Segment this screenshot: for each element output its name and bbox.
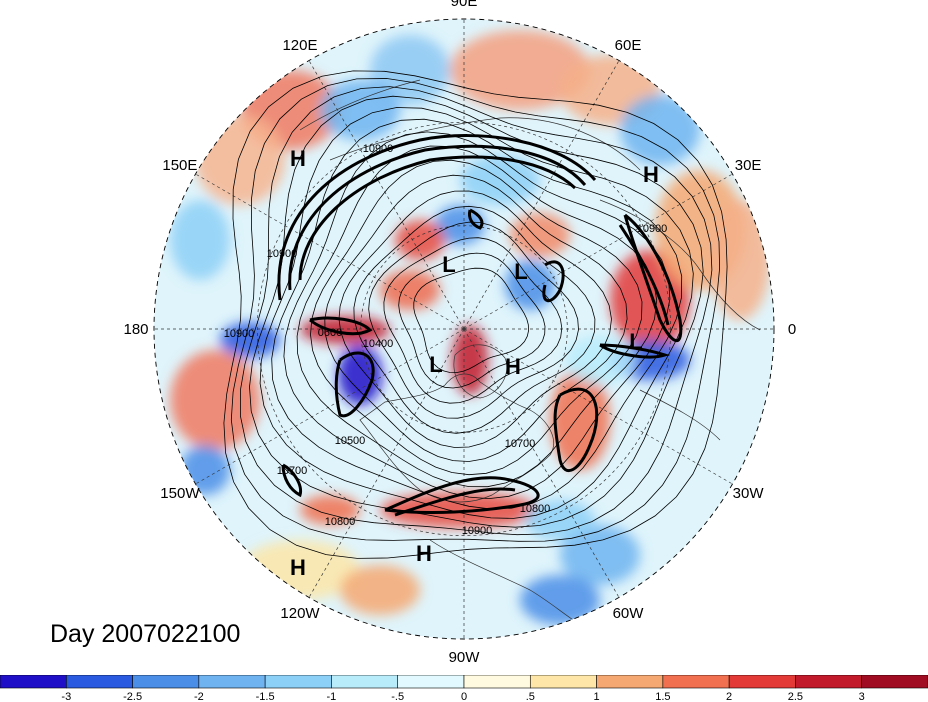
colorbar-label: -2.5 xyxy=(123,691,142,702)
colorbar-swatch xyxy=(662,675,730,689)
colorbar-swatch xyxy=(198,675,266,689)
high-pressure-label: H xyxy=(290,555,306,580)
longitude-label: 180 xyxy=(123,321,148,338)
colorbar-label: -3 xyxy=(61,691,71,702)
colorbar-label: -2 xyxy=(194,691,204,702)
map-boundary xyxy=(153,18,775,640)
longitude-label: 150E xyxy=(162,157,197,174)
colorbar-swatch xyxy=(795,675,863,689)
longitude-label: 120E xyxy=(282,37,317,54)
colorbar-label: 2 xyxy=(726,691,732,702)
colorbar-swatch xyxy=(65,675,133,689)
longitude-label: 30E xyxy=(735,157,762,174)
coastline-europe xyxy=(599,199,761,441)
longitude-label: 60W xyxy=(613,605,645,622)
colorbar-label: 1 xyxy=(594,691,600,702)
contour-label: 10900 xyxy=(637,223,668,235)
low-pressure-label: L xyxy=(429,352,442,377)
colorbar-swatch xyxy=(132,675,200,689)
contour-value-labels: 10900 10900 10900 10900 0600 10400 10500 10700 1… xyxy=(224,143,668,537)
contour-label: 10500 xyxy=(335,435,366,447)
colorbar-swatch xyxy=(0,675,67,689)
colorbar-label: 3 xyxy=(859,691,865,702)
map-title: Day 2007022100 xyxy=(50,620,241,648)
longitude-label: 150W xyxy=(160,485,200,502)
low-pressure-label: L xyxy=(514,259,527,284)
longitude-label: 60E xyxy=(615,37,642,54)
colorbar-swatch xyxy=(397,675,465,689)
contour-label: 10700 xyxy=(277,465,308,477)
longitude-label: 90W xyxy=(449,649,481,666)
colorbar-label: -1.5 xyxy=(256,691,275,702)
contour-label: 10900 xyxy=(267,248,298,260)
longitude-label: 0 xyxy=(788,321,796,338)
colorbar-label: -1 xyxy=(327,691,337,702)
contour-label: 10900 xyxy=(363,143,394,155)
colorbar-swatch xyxy=(861,675,928,689)
colorbar-label: .5 xyxy=(526,691,535,702)
colorbar-label: 2.5 xyxy=(788,691,803,702)
contour-label: 10900 xyxy=(224,328,255,340)
longitude-label: 90E xyxy=(451,0,478,10)
contour-label: 10400 xyxy=(363,338,394,350)
contour-label: 0600 xyxy=(318,327,342,339)
colorbar-swatch xyxy=(728,675,796,689)
coastline-central-america xyxy=(429,539,591,631)
colorbar-swatch xyxy=(463,675,531,689)
contour-label: 10800 xyxy=(325,516,356,528)
colorbar-swatch xyxy=(529,675,597,689)
high-pressure-label: H xyxy=(416,541,432,566)
longitude-label: 30W xyxy=(733,485,765,502)
coastline-north-america xyxy=(359,373,554,503)
high-pressure-label: H xyxy=(505,354,521,379)
longitude-labels: 90E 60E 30E 0 30W 60W 90W 120W 150W 180 150E 120E xyxy=(123,0,796,666)
contour-label: 10800 xyxy=(520,503,551,515)
contour-label: 10900 xyxy=(462,525,493,537)
polar-map: 90E 60E 30E 0 30W 60W 90W 120W 150W 180 150E 120E H… xyxy=(123,0,796,666)
colorbar-swatch xyxy=(264,675,332,689)
pressure-system-labels: H H L L L L H H H xyxy=(290,146,659,580)
low-pressure-label: L xyxy=(442,252,455,277)
jet-streak-contours xyxy=(277,134,683,517)
contour-label: 10700 xyxy=(505,438,536,450)
colorbar-swatch xyxy=(596,675,664,689)
high-pressure-label: H xyxy=(290,146,306,171)
colorbar-swatch xyxy=(331,675,399,689)
graticule xyxy=(154,19,774,639)
colorbar: -3 -2.5 -2 -1.5 -1 -.5 0 .5 1 1.5 2 2.5 3 xyxy=(0,675,928,702)
low-pressure-label: L xyxy=(629,329,642,354)
colorbar-label: 1.5 xyxy=(655,691,670,702)
colorbar-label: 0 xyxy=(461,691,467,702)
colorbar-label: -.5 xyxy=(391,691,404,702)
coastline-greenland xyxy=(453,344,508,399)
longitude-label: 120W xyxy=(280,605,320,622)
high-pressure-label: H xyxy=(643,162,659,187)
